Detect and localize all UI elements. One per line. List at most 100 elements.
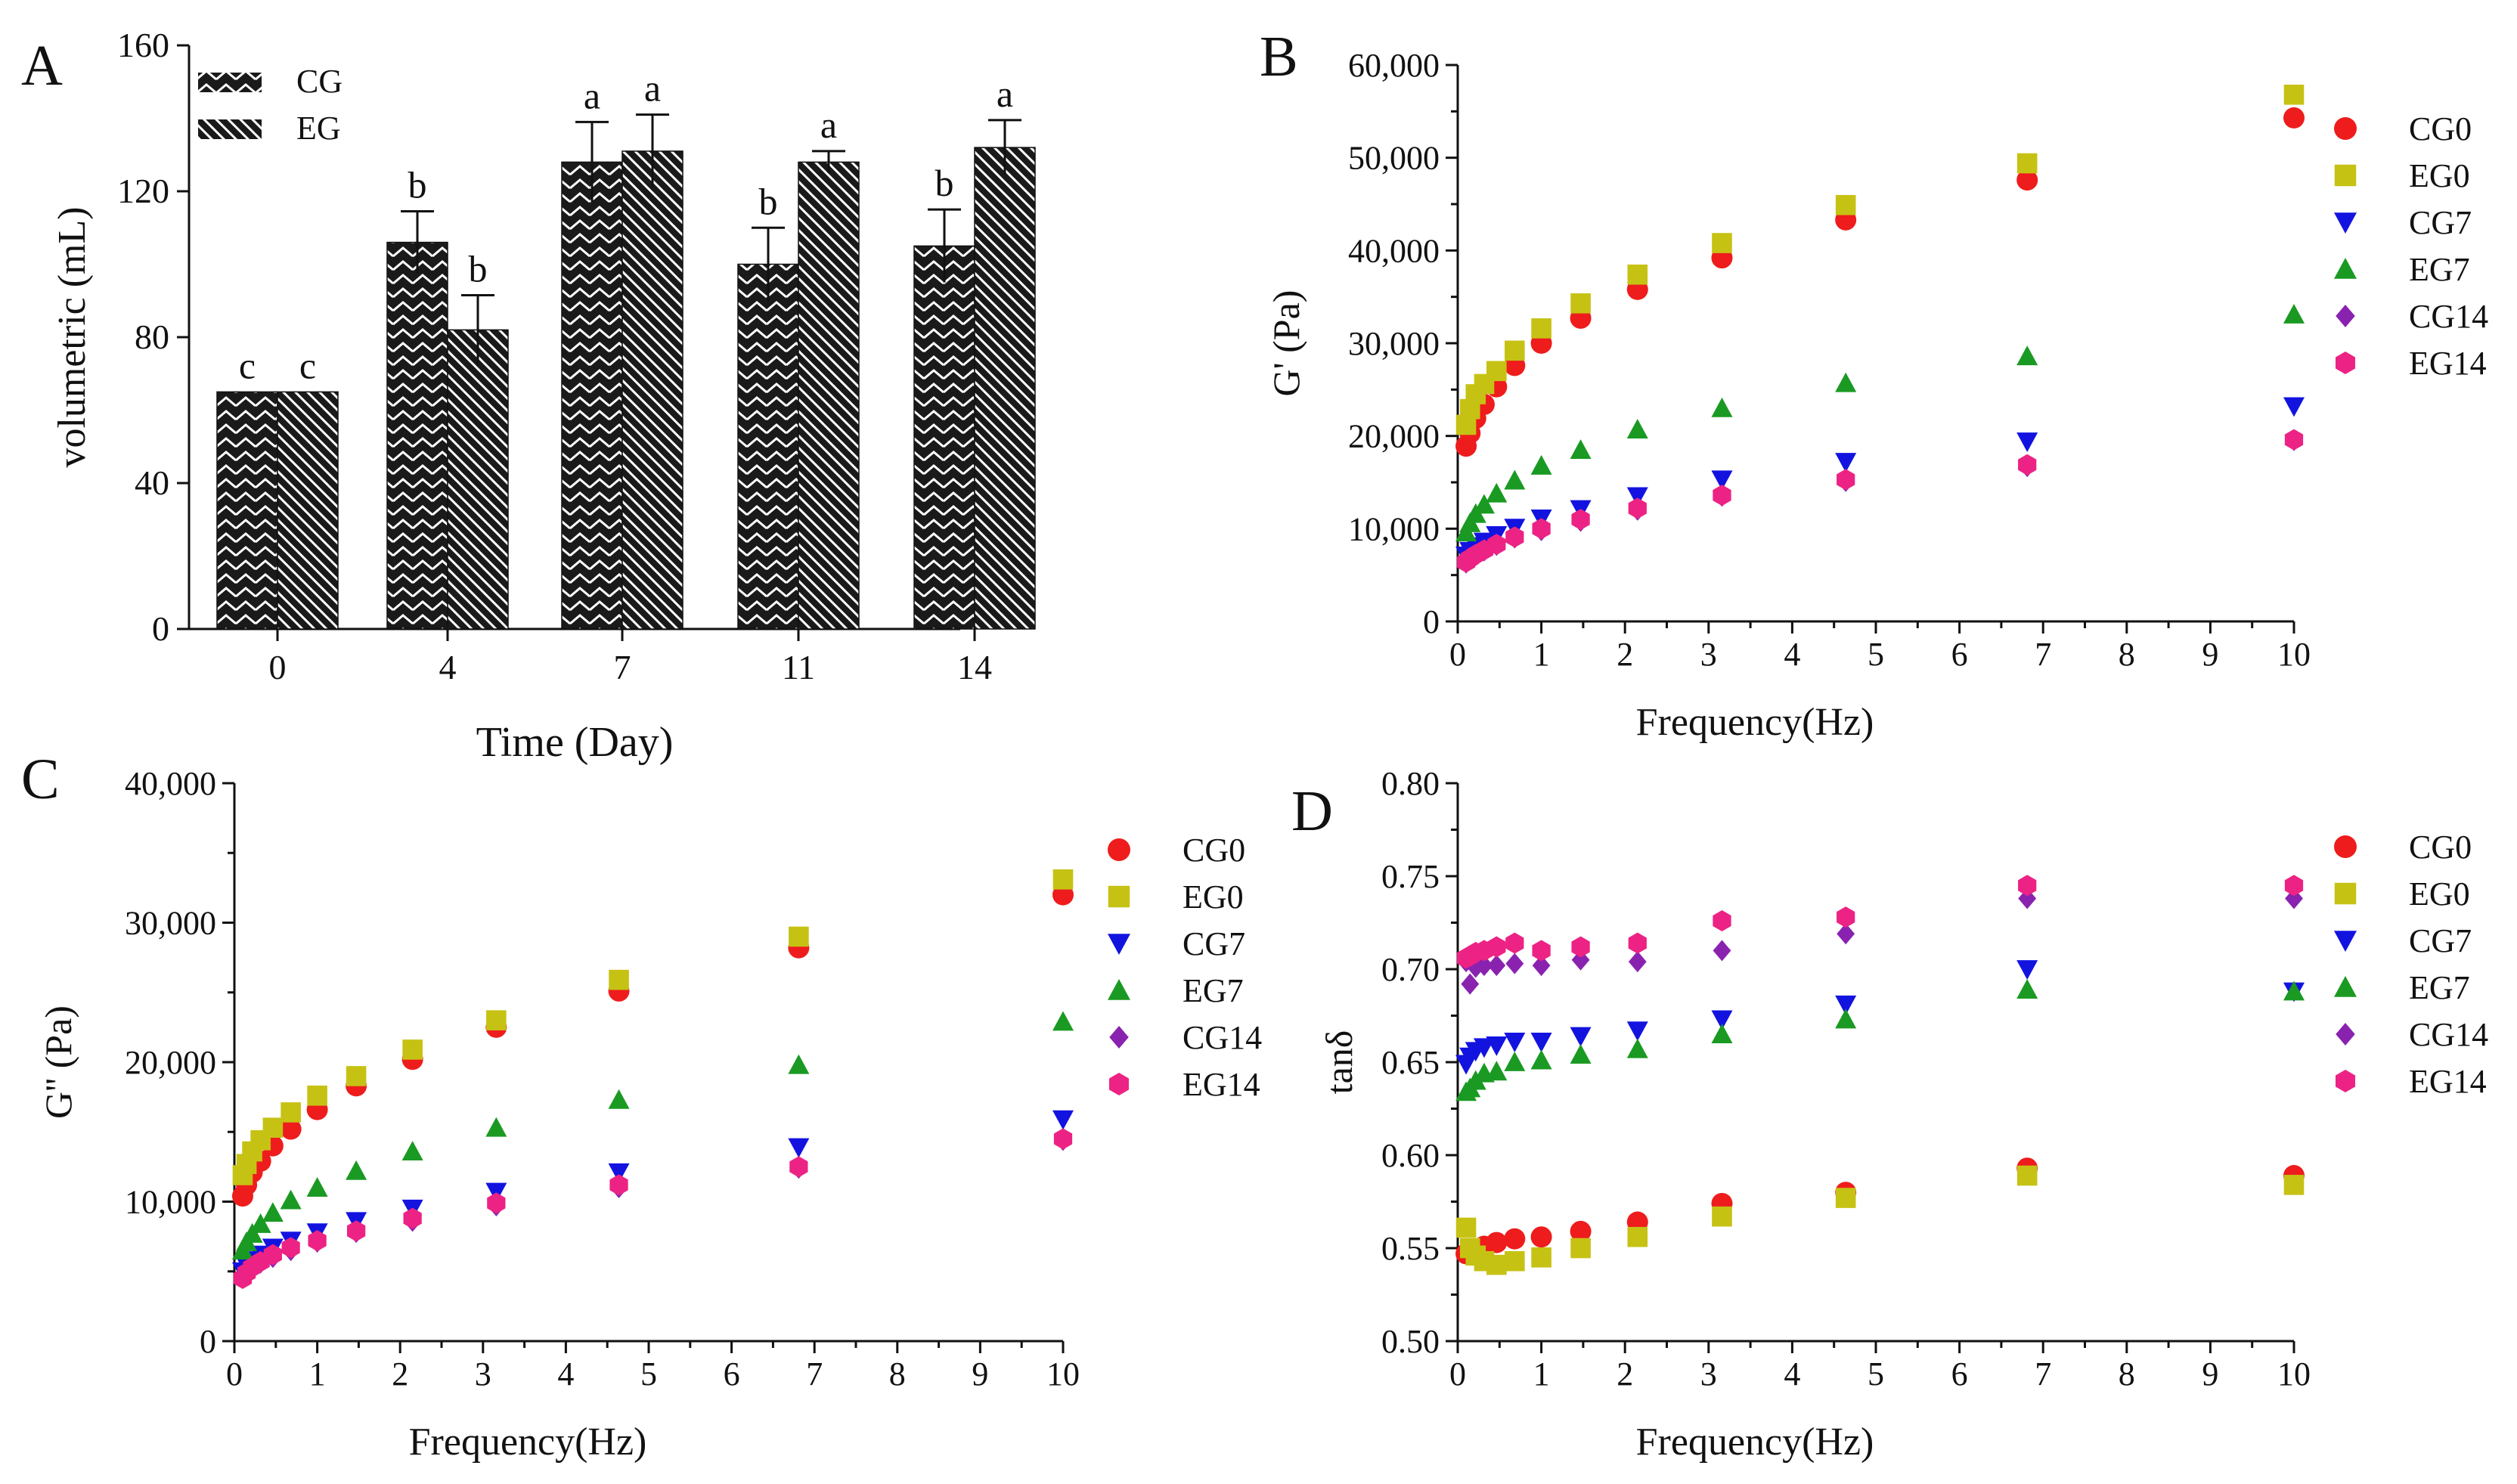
y-tick-label: 30,000 (1348, 325, 1440, 362)
point-cg14 (1505, 953, 1524, 974)
legend-label-eg0: EG0 (2409, 875, 2470, 912)
y-tick-label: 0.70 (1381, 951, 1440, 988)
x-tick-label: 6 (1951, 636, 1968, 673)
significance-letter: b (469, 248, 488, 290)
point-eg14 (1487, 936, 1506, 958)
y-tick-label: 20,000 (1348, 418, 1440, 455)
point-eg14 (1487, 534, 1506, 556)
series-cg0 (1455, 107, 2305, 457)
panel-label-b: B (1260, 25, 1298, 88)
point-cg7 (2016, 960, 2038, 980)
point-eg14 (263, 1244, 282, 1266)
x-tick-label: 9 (2202, 636, 2218, 673)
x-tick-label: 5 (1868, 636, 1884, 673)
y-tick-label: 10,000 (125, 1184, 216, 1221)
legend-label-cg7: CG7 (2409, 922, 2472, 959)
y-tick-label: 40,000 (125, 765, 216, 802)
legend-marker-eg14 (2336, 352, 2355, 374)
y-tick-label: 30,000 (125, 905, 216, 942)
legend-marker-cg7 (2334, 212, 2357, 234)
point-eg7 (262, 1202, 284, 1222)
panel-label-a: A (21, 34, 63, 98)
point-eg7 (1626, 1038, 1648, 1058)
legend-marker-eg14 (2336, 1070, 2355, 1092)
point-cg7 (1626, 1021, 1648, 1042)
point-eg0 (1486, 1254, 1507, 1275)
bar-eg (447, 329, 509, 630)
bar-cg (216, 391, 278, 630)
x-tick-label: 11 (782, 648, 815, 686)
bar-eg (277, 391, 339, 630)
y-tick-label: 0.55 (1381, 1230, 1440, 1267)
y-tick-label: 40 (135, 463, 169, 502)
point-eg7 (1473, 494, 1495, 514)
x-tick-label: 7 (806, 1355, 823, 1393)
point-eg0 (346, 1066, 367, 1086)
y-tick-label: 0.65 (1381, 1044, 1440, 1081)
series-eg7 (1455, 979, 2305, 1101)
point-cg7 (1711, 1010, 1733, 1030)
x-tick-label: 1 (1533, 1355, 1550, 1393)
point-eg14 (1571, 509, 1590, 531)
point-eg7 (1504, 1052, 1526, 1071)
point-eg14 (1837, 469, 1855, 491)
y-axis-title: tanδ (1318, 1030, 1360, 1095)
point-eg0 (281, 1102, 301, 1123)
point-eg0 (1570, 1238, 1591, 1259)
x-axis-title: Time (Day) (476, 719, 674, 766)
x-tick-label: 4 (439, 648, 457, 686)
point-eg14 (1532, 518, 1551, 540)
point-eg0 (1052, 869, 1074, 890)
point-eg7 (1530, 1049, 1552, 1070)
point-eg7 (250, 1213, 271, 1233)
point-cg7 (608, 1163, 630, 1183)
point-cg7 (1486, 1036, 1508, 1056)
bar-cg (561, 161, 623, 630)
x-tick-label: 3 (1700, 1355, 1717, 1393)
legend-label-eg7: EG7 (1183, 972, 1244, 1009)
legend-label-eg14: EG14 (1183, 1066, 1260, 1103)
panel-label-c: C (21, 748, 60, 811)
x-tick-label: 4 (1784, 636, 1800, 673)
legend-label-eg7: EG7 (2409, 251, 2470, 288)
point-eg0 (486, 1010, 507, 1030)
legend-marker-eg0 (2334, 882, 2357, 905)
x-tick-label: 0 (269, 648, 287, 686)
point-eg14 (1837, 906, 1855, 928)
legend-marker-cg7 (1108, 934, 1130, 955)
x-axis-title: Frequency(Hz) (409, 1420, 647, 1464)
bar-eg (974, 147, 1036, 630)
x-tick-label: 5 (1868, 1355, 1884, 1393)
legend-marker-cg14 (1109, 1026, 1129, 1049)
legend-label-cg0: CG0 (2409, 829, 2472, 866)
point-eg7 (485, 1117, 507, 1137)
point-cg14 (1713, 940, 1731, 962)
legend-marker-cg14 (2336, 1023, 2355, 1046)
x-tick-label: 2 (1617, 636, 1633, 673)
x-tick-label: 14 (957, 648, 992, 686)
point-eg7 (2016, 345, 2038, 366)
point-eg0 (1486, 361, 1507, 382)
point-eg14 (1532, 940, 1551, 962)
point-cg7 (1570, 1027, 1592, 1047)
point-eg0 (1627, 1226, 1648, 1247)
point-eg7 (306, 1177, 328, 1197)
point-cg14 (1461, 973, 1480, 995)
point-eg7 (1486, 482, 1508, 503)
y-tick-label: 0.60 (1381, 1137, 1440, 1174)
point-cg7 (1835, 453, 1857, 473)
significance-letter: c (239, 344, 256, 386)
point-cg0 (1570, 1220, 1592, 1242)
point-eg0 (1505, 1250, 1525, 1272)
point-eg0 (1531, 318, 1551, 339)
series-eg0 (232, 869, 1074, 1185)
x-tick-label: 6 (724, 1355, 740, 1393)
point-eg14 (2284, 429, 2304, 451)
series-cg7 (1455, 960, 2305, 1075)
point-eg14 (403, 1207, 422, 1229)
y-tick-label: 120 (117, 172, 169, 210)
point-eg14 (1628, 497, 1647, 519)
point-eg0 (789, 926, 809, 947)
